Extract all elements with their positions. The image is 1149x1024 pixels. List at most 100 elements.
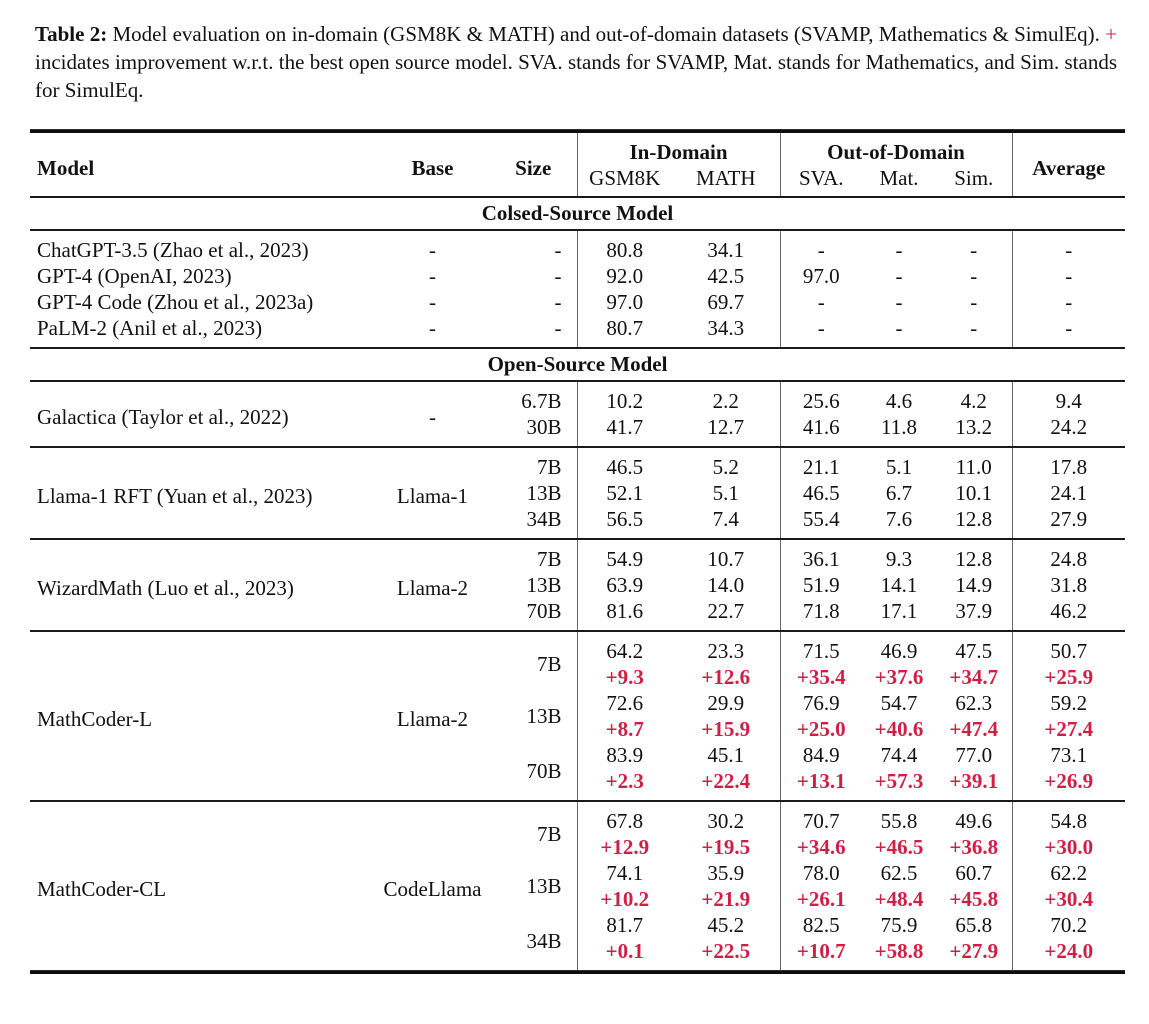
table-row: MathCoder-L Llama-2 7B 64.2 23.3 71.5 46.9 47.5… [30, 631, 1126, 730]
size-label: 7B [536, 547, 562, 571]
metric-value: 45.1 [707, 743, 745, 767]
metric-value: 46.5 [576, 447, 672, 480]
table-container: Model Base Size In-Domain Out-of-Domain … [30, 129, 1126, 974]
metric-value: 24.8 [1011, 539, 1126, 572]
size-label: 34B [526, 507, 562, 531]
metric-value: 51.9 [779, 572, 862, 598]
metric-value: 81.6 [576, 598, 672, 631]
metric-value: 84.9 [779, 742, 862, 768]
metric-value: 69.7 [707, 290, 745, 314]
model-name: WizardMath (Luo et al., 2023) [37, 576, 294, 600]
metric-value: 67.8 [576, 801, 672, 834]
metric-value: 82.5 [779, 912, 862, 938]
metric-value: - [895, 264, 903, 288]
improvement-value: +21.9 [701, 887, 751, 911]
improvement-value: +10.2 [576, 886, 672, 912]
col-header-out-of-domain: Out-of-Domain [779, 133, 1013, 165]
metric-value: 50.7 [1011, 631, 1126, 664]
size-label: 7B [536, 822, 562, 846]
metric-value: 70.2 [1011, 912, 1126, 938]
improvement-value: +10.7 [779, 938, 862, 970]
metric-value: - [970, 264, 978, 288]
improvement-value: +30.0 [1011, 834, 1126, 860]
table-head: Model Base Size In-Domain Out-of-Domain … [30, 133, 1126, 197]
metric-value: 56.5 [576, 506, 672, 539]
table-row-improvement: +10.2 +21.9 +26.1 +48.4 +45.8 +30.4 [30, 886, 1126, 912]
metric-value: - [895, 316, 903, 340]
size-label: - [554, 316, 562, 340]
model-group: MathCoder-L Llama-2 7B 64.2 23.3 71.5 46.9 47.5… [30, 631, 1126, 801]
metric-value: - [1011, 289, 1126, 315]
results-table: Model Base Size In-Domain Out-of-Domain … [30, 133, 1126, 970]
metric-value: 47.5 [955, 639, 993, 663]
improvement-value: +27.4 [1011, 716, 1126, 742]
improvement-value: +45.8 [949, 887, 999, 911]
model-group: Galactica (Taylor et al., 2022) - 6.7B 10.2… [30, 381, 1126, 447]
metric-value: 83.9 [576, 742, 672, 768]
col-header-gsm8k: GSM8K [576, 165, 672, 197]
metric-value: - [1011, 315, 1126, 348]
improvement-value: +15.9 [701, 717, 751, 741]
metric-value: 24.2 [1011, 414, 1126, 447]
base-name: Llama-1 [396, 484, 469, 508]
closed-source-rows: ChatGPT-3.5 (Zhao et al., 2023) - -80.8 34.… [30, 230, 1126, 348]
table-row-improvement: +0.1 +22.5 +10.7 +58.8 +27.9 +24.0 [30, 938, 1126, 970]
col-header-in-domain: In-Domain [576, 133, 780, 165]
improvement-value: +30.4 [1011, 886, 1126, 912]
caption-plus-sign: + [1105, 22, 1118, 46]
table-row-improvement: +2.3 +22.4 +13.1 +57.3 +39.1 +26.9 [30, 768, 1126, 801]
metric-value: 54.7 [880, 691, 918, 715]
size-label: - [554, 238, 562, 262]
table-row: 13B 74.1 35.9 78.0 62.5 60.7 62.2 [30, 860, 1126, 897]
metric-value: 14.0 [707, 573, 745, 597]
metric-value: 78.0 [779, 860, 862, 886]
improvement-value: +48.4 [874, 887, 924, 911]
top-double-rule [30, 129, 1125, 133]
table-row: 30B 41.7 12.7 41.6 11.8 13.2 24.2 [30, 414, 1126, 447]
metric-value: 24.1 [1011, 480, 1126, 506]
metric-value: 97.0 [779, 263, 862, 289]
metric-value: - [970, 290, 978, 314]
improvement-value: +12.9 [576, 834, 672, 860]
metric-value: 5.1 [712, 481, 739, 505]
metric-value: 62.5 [880, 861, 918, 885]
improvement-value: +36.8 [949, 835, 999, 859]
model-name: GPT-4 Code (Zhou et al., 2023a) [37, 290, 314, 314]
table-row: GPT-4 Code (Zhou et al., 2023a) - -97.0 69.… [30, 289, 1126, 315]
metric-value: 63.9 [576, 572, 672, 598]
metric-value: 21.1 [779, 447, 862, 480]
metric-value: 80.8 [576, 230, 672, 263]
caption-text-after-plus: incidates improvement w.r.t. the best op… [35, 50, 1117, 102]
metric-value: 80.7 [576, 315, 672, 348]
metric-value: 71.5 [779, 631, 862, 664]
improvement-value: +0.1 [576, 938, 672, 970]
improvement-value: +19.5 [701, 835, 751, 859]
metric-value: 75.9 [880, 913, 918, 937]
metric-value: 11.0 [955, 455, 992, 479]
metric-value: 46.5 [779, 480, 862, 506]
table-row-improvement: +9.3 +12.6 +35.4 +37.6 +34.7 +25.9 [30, 664, 1126, 690]
metric-value: 31.8 [1011, 572, 1126, 598]
table-row: 34B 56.5 7.4 55.4 7.6 12.8 27.9 [30, 506, 1126, 539]
size-label: 7B [536, 455, 562, 479]
base-name: - [429, 316, 436, 340]
improvement-value: +25.0 [779, 716, 862, 742]
metric-value: 41.6 [779, 414, 862, 447]
section-header: Open-Source Model [487, 352, 668, 376]
metric-value: 9.4 [1011, 381, 1126, 414]
metric-value: - [779, 289, 862, 315]
metric-value: 46.2 [1011, 598, 1126, 631]
metric-value: 10.2 [576, 381, 672, 414]
metric-value: 5.1 [885, 455, 913, 479]
bottom-double-rule [30, 970, 1125, 974]
metric-value: - [779, 230, 862, 263]
table-row-improvement: +12.9 +19.5 +34.6 +46.5 +36.8 +30.0 [30, 834, 1126, 860]
base-name: - [429, 238, 436, 262]
metric-value: 52.1 [576, 480, 672, 506]
metric-value: 36.1 [779, 539, 862, 572]
metric-value: 13.2 [955, 415, 993, 439]
metric-value: 70.7 [779, 801, 862, 834]
metric-value: 17.8 [1011, 447, 1126, 480]
improvement-value: +40.6 [874, 717, 924, 741]
improvement-value: +2.3 [576, 768, 672, 801]
